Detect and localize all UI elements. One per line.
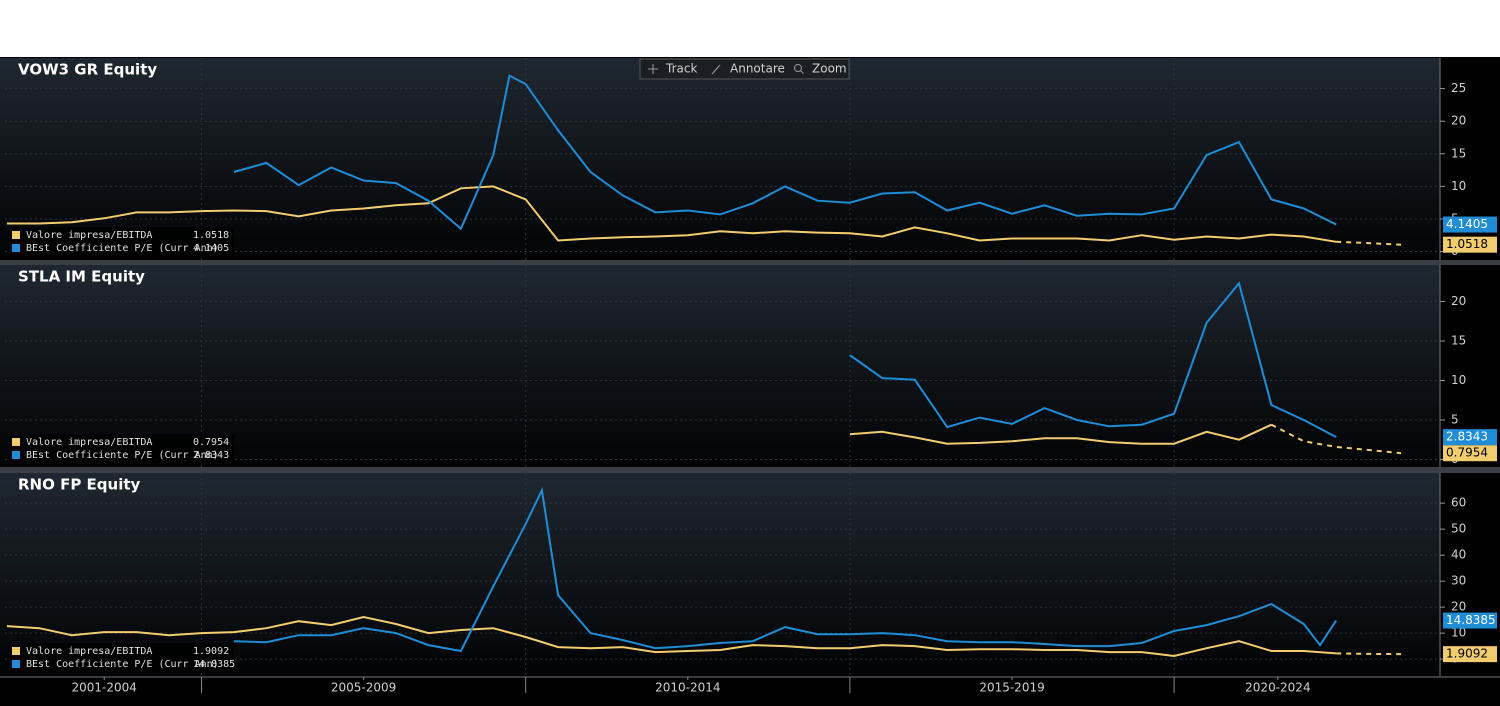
annotate-icon xyxy=(711,64,721,75)
track-button[interactable]: Track xyxy=(648,62,697,76)
legend-label: BEst Coefficiente P/E (Curr Ann) xyxy=(26,659,219,670)
y-tick-label: 15 xyxy=(1451,333,1466,347)
annotate-button[interactable]: Annotare xyxy=(711,62,785,76)
axis-background xyxy=(1440,473,1500,676)
last-value-box xyxy=(1443,445,1497,462)
legend-label: BEst Coefficiente P/E (Curr Ann) xyxy=(26,450,219,461)
last-value-label: 14.8385 xyxy=(1446,613,1496,627)
panel-title: RNO FP Equity xyxy=(18,476,141,494)
last-value-label: 0.7954 xyxy=(1446,446,1488,460)
series-line xyxy=(233,486,1338,653)
forecast-line xyxy=(1336,652,1402,656)
legend-value: 4.1405 xyxy=(193,243,229,254)
y-tick-label: 5 xyxy=(1451,412,1459,426)
legend-label: Valore impresa/EBITDA xyxy=(26,230,152,241)
y-tick-label: 10 xyxy=(1451,626,1466,640)
x-tick-label: 2005-2009 xyxy=(331,681,396,695)
legend-swatch xyxy=(12,438,20,446)
legend-swatch xyxy=(12,647,20,655)
last-value-box xyxy=(1443,236,1497,253)
x-tick-label: 2020-2024 xyxy=(1245,681,1310,695)
track-label[interactable]: Track xyxy=(665,62,697,76)
legend-value: 0.7954 xyxy=(193,437,229,448)
y-tick-label: 20 xyxy=(1451,294,1466,308)
legend-swatch xyxy=(12,451,20,459)
annotate-label[interactable]: Annotare xyxy=(730,62,785,76)
legend-value: 2.8343 xyxy=(193,450,229,461)
toolbar-frame xyxy=(639,58,850,80)
zoom-icon-handle xyxy=(800,70,804,74)
panel-background xyxy=(0,58,1440,260)
legend-label: BEst Coefficiente P/E (Curr Ann) xyxy=(26,243,219,254)
panel-title: VOW3 GR Equity xyxy=(18,61,157,79)
legend-background xyxy=(8,227,234,256)
forecast-line xyxy=(1270,423,1402,455)
series-line xyxy=(233,74,1337,231)
zoom-label[interactable]: Zoom xyxy=(812,62,847,76)
y-tick-label: 50 xyxy=(1451,522,1466,536)
legend-value: 14.8385 xyxy=(193,659,235,670)
legend-background xyxy=(8,643,234,672)
top-margin xyxy=(0,0,1500,57)
series-line xyxy=(849,423,1272,445)
legend-label: Valore impresa/EBITDA xyxy=(26,646,152,657)
legend-swatch xyxy=(12,231,20,239)
legend-label: Valore impresa/EBITDA xyxy=(26,437,152,448)
zoom-icon xyxy=(794,64,802,72)
last-value-box xyxy=(1443,216,1497,233)
y-tick-label: 25 xyxy=(1451,81,1466,95)
legend-value: 1.9092 xyxy=(193,646,229,657)
series-line xyxy=(6,615,1337,658)
y-tick-label: 30 xyxy=(1451,574,1466,588)
last-value-label: 1.9092 xyxy=(1446,647,1488,661)
last-value-label: 1.0518 xyxy=(1446,237,1488,251)
y-tick-label: 20 xyxy=(1451,600,1466,614)
last-value-label: 4.1405 xyxy=(1446,217,1488,231)
legend-swatch xyxy=(12,244,20,252)
last-value-label: 2.8343 xyxy=(1446,430,1488,444)
panel-separator xyxy=(0,467,1500,473)
last-value-box xyxy=(1443,429,1497,446)
legend-swatch xyxy=(12,660,20,668)
panel-separator xyxy=(0,260,1500,265)
last-value-box xyxy=(1443,646,1497,663)
toolbar: Track Annotare Zoom xyxy=(639,58,850,80)
x-tick-label: 2010-2014 xyxy=(655,681,720,695)
track-icon xyxy=(648,64,658,74)
y-tick-label: 40 xyxy=(1451,548,1466,562)
y-tick-label: 10 xyxy=(1451,373,1466,387)
zoom-button[interactable]: Zoom xyxy=(794,62,847,76)
y-tick-label: 15 xyxy=(1451,146,1466,160)
legend-value: 1.0518 xyxy=(193,230,229,241)
legend-background xyxy=(8,434,234,463)
last-value-box xyxy=(1443,612,1497,629)
x-tick-label: 2001-2004 xyxy=(72,681,137,695)
x-tick-label: 2015-2019 xyxy=(979,681,1044,695)
forecast-line xyxy=(1336,240,1402,246)
series-line xyxy=(849,281,1337,438)
y-tick-label: 60 xyxy=(1451,496,1466,510)
panel-title: STLA IM Equity xyxy=(18,268,145,286)
y-tick-label: 20 xyxy=(1451,114,1466,128)
y-tick-label: 10 xyxy=(1451,179,1466,193)
series-line xyxy=(6,185,1337,243)
